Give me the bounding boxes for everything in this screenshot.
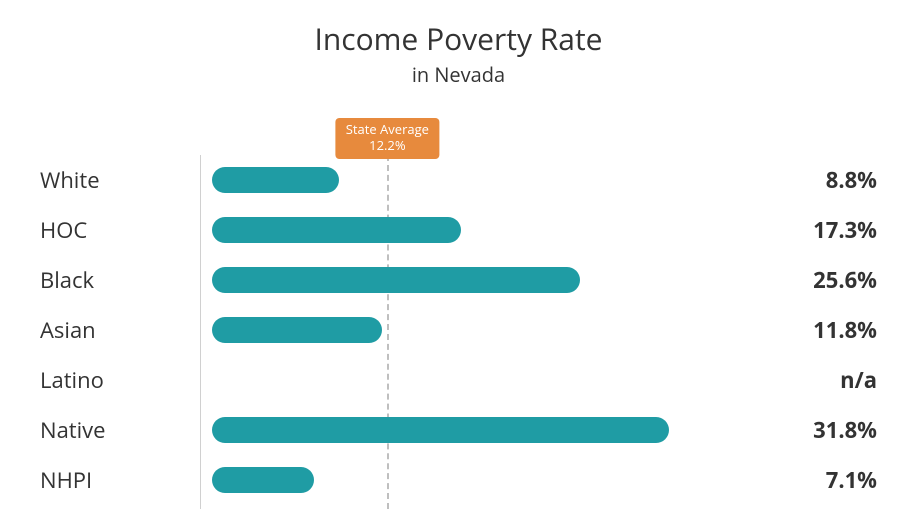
value-label: 7.1% — [787, 465, 877, 495]
bar-track — [200, 405, 787, 455]
chart-row: Latino n/a — [40, 355, 877, 405]
bar — [212, 267, 580, 293]
chart-row: Native 31.8% — [40, 405, 877, 455]
bar-track — [200, 155, 787, 205]
average-value: 12.2% — [346, 138, 429, 154]
chart-title: Income Poverty Rate — [0, 18, 917, 59]
value-label: n/a — [787, 365, 877, 395]
bar — [212, 167, 339, 193]
category-label: Asian — [40, 315, 200, 345]
chart-row: Asian 11.8% — [40, 305, 877, 355]
category-label: Native — [40, 415, 200, 445]
bar-track — [200, 305, 787, 355]
value-label: 17.3% — [787, 215, 877, 245]
bar — [212, 417, 669, 443]
value-label: 31.8% — [787, 415, 877, 445]
value-label: 8.8% — [787, 165, 877, 195]
bar-track — [200, 355, 787, 405]
bar-track — [200, 255, 787, 305]
chart-plot-area: White 8.8% HOC 17.3% Black 25.6% Asian 11.8% Lat… — [40, 155, 877, 509]
chart-row: White 8.8% — [40, 155, 877, 205]
category-label: HOC — [40, 215, 200, 245]
chart-row: Black 25.6% — [40, 255, 877, 305]
category-label: Latino — [40, 365, 200, 395]
bar — [212, 317, 382, 343]
average-badge: State Average 12.2% — [336, 118, 439, 159]
bar — [212, 217, 461, 243]
chart-subtitle: in Nevada — [0, 61, 917, 88]
category-label: White — [40, 165, 200, 195]
value-label: 25.6% — [787, 265, 877, 295]
chart-row: NHPI 7.1% — [40, 455, 877, 505]
chart-header: Income Poverty Rate in Nevada — [0, 0, 917, 88]
bar — [212, 467, 314, 493]
value-label: 11.8% — [787, 315, 877, 345]
category-label: NHPI — [40, 465, 200, 495]
bar-track — [200, 455, 787, 505]
bar-track — [200, 205, 787, 255]
chart-row: HOC 17.3% — [40, 205, 877, 255]
category-label: Black — [40, 265, 200, 295]
